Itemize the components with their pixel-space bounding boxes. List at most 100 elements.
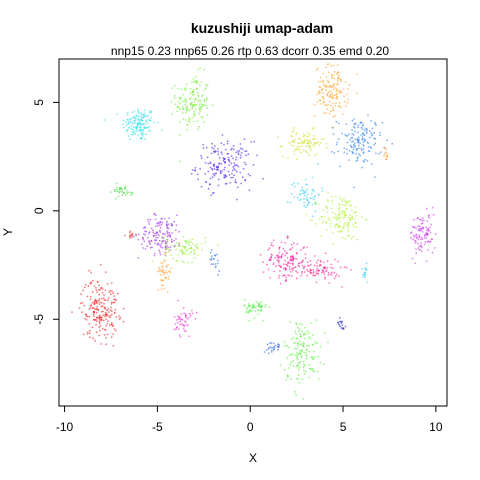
data-point [252,164,255,166]
data-point [304,337,306,340]
data-point [231,172,233,175]
data-point [316,101,319,103]
data-point [103,299,106,301]
data-point [100,319,103,322]
data-point [132,126,135,129]
data-point [223,157,226,160]
data-point [290,192,293,195]
data-point [153,254,156,257]
data-point [298,265,301,268]
data-point [342,113,344,116]
data-point [333,70,336,73]
data-point [126,128,129,131]
data-point [102,319,105,322]
data-point [149,117,152,119]
data-point [335,120,338,123]
data-point [305,178,307,181]
data-point [113,328,116,330]
x-tick-label: 5 [340,420,347,434]
data-point [95,300,97,302]
data-point [323,84,325,86]
data-point [352,140,354,143]
data-point [140,113,143,116]
data-point [93,315,95,317]
data-point [286,344,288,347]
data-point [271,254,273,256]
data-point [305,196,308,198]
data-point [295,332,297,335]
data-point [326,229,328,232]
data-point [155,236,157,239]
data-point [325,221,328,224]
data-point [162,284,165,286]
data-point [343,151,346,154]
data-point [356,147,359,150]
data-point [217,166,220,169]
data-point [165,244,168,247]
data-point [91,291,94,294]
data-point [167,248,170,251]
data-point [100,297,103,300]
data-point [98,326,100,329]
data-point [188,117,191,119]
data-point [106,283,109,285]
data-point [145,119,148,122]
data-point [347,235,350,238]
data-point [419,218,422,221]
data-point [185,83,188,85]
data-point [320,215,323,218]
data-point [212,263,215,266]
data-point [330,110,332,113]
data-point [144,133,147,136]
data-point [337,122,340,125]
data-point [157,223,160,225]
data-point [188,253,190,256]
data-point [303,192,306,195]
data-point [367,149,370,152]
data-point [338,317,341,319]
data-point [421,230,424,233]
data-point [89,304,92,307]
data-point [140,243,143,246]
data-point [211,192,214,194]
data-point [332,133,335,135]
data-point [271,346,274,349]
data-point [177,299,180,302]
data-point [298,361,300,364]
data-point [313,141,316,144]
data-point [248,320,251,322]
data-point [167,275,170,278]
data-point [200,116,203,118]
data-point [293,266,296,269]
data-point [109,289,112,292]
data-point [383,155,385,157]
data-point [166,241,168,244]
data-point [391,142,394,145]
data-point [285,279,287,282]
data-point [131,233,133,236]
data-point [341,200,344,203]
data-point [322,92,324,94]
data-point [296,243,299,246]
data-point [359,154,362,157]
data-point [180,96,182,99]
data-point [147,232,150,235]
cluster-8 [305,191,368,245]
data-point [303,363,305,366]
data-point [336,96,339,98]
data-point [167,227,170,230]
data-point [356,159,359,162]
data-point [162,265,164,267]
data-point [370,163,373,166]
data-point [129,235,132,237]
data-point [315,223,317,225]
data-point [315,69,318,72]
data-point [176,260,178,262]
data-point [204,162,207,164]
data-point [305,349,308,351]
data-point [182,327,185,330]
data-point [361,149,363,152]
data-point [137,117,140,120]
data-point [239,156,242,159]
data-point [137,238,140,241]
